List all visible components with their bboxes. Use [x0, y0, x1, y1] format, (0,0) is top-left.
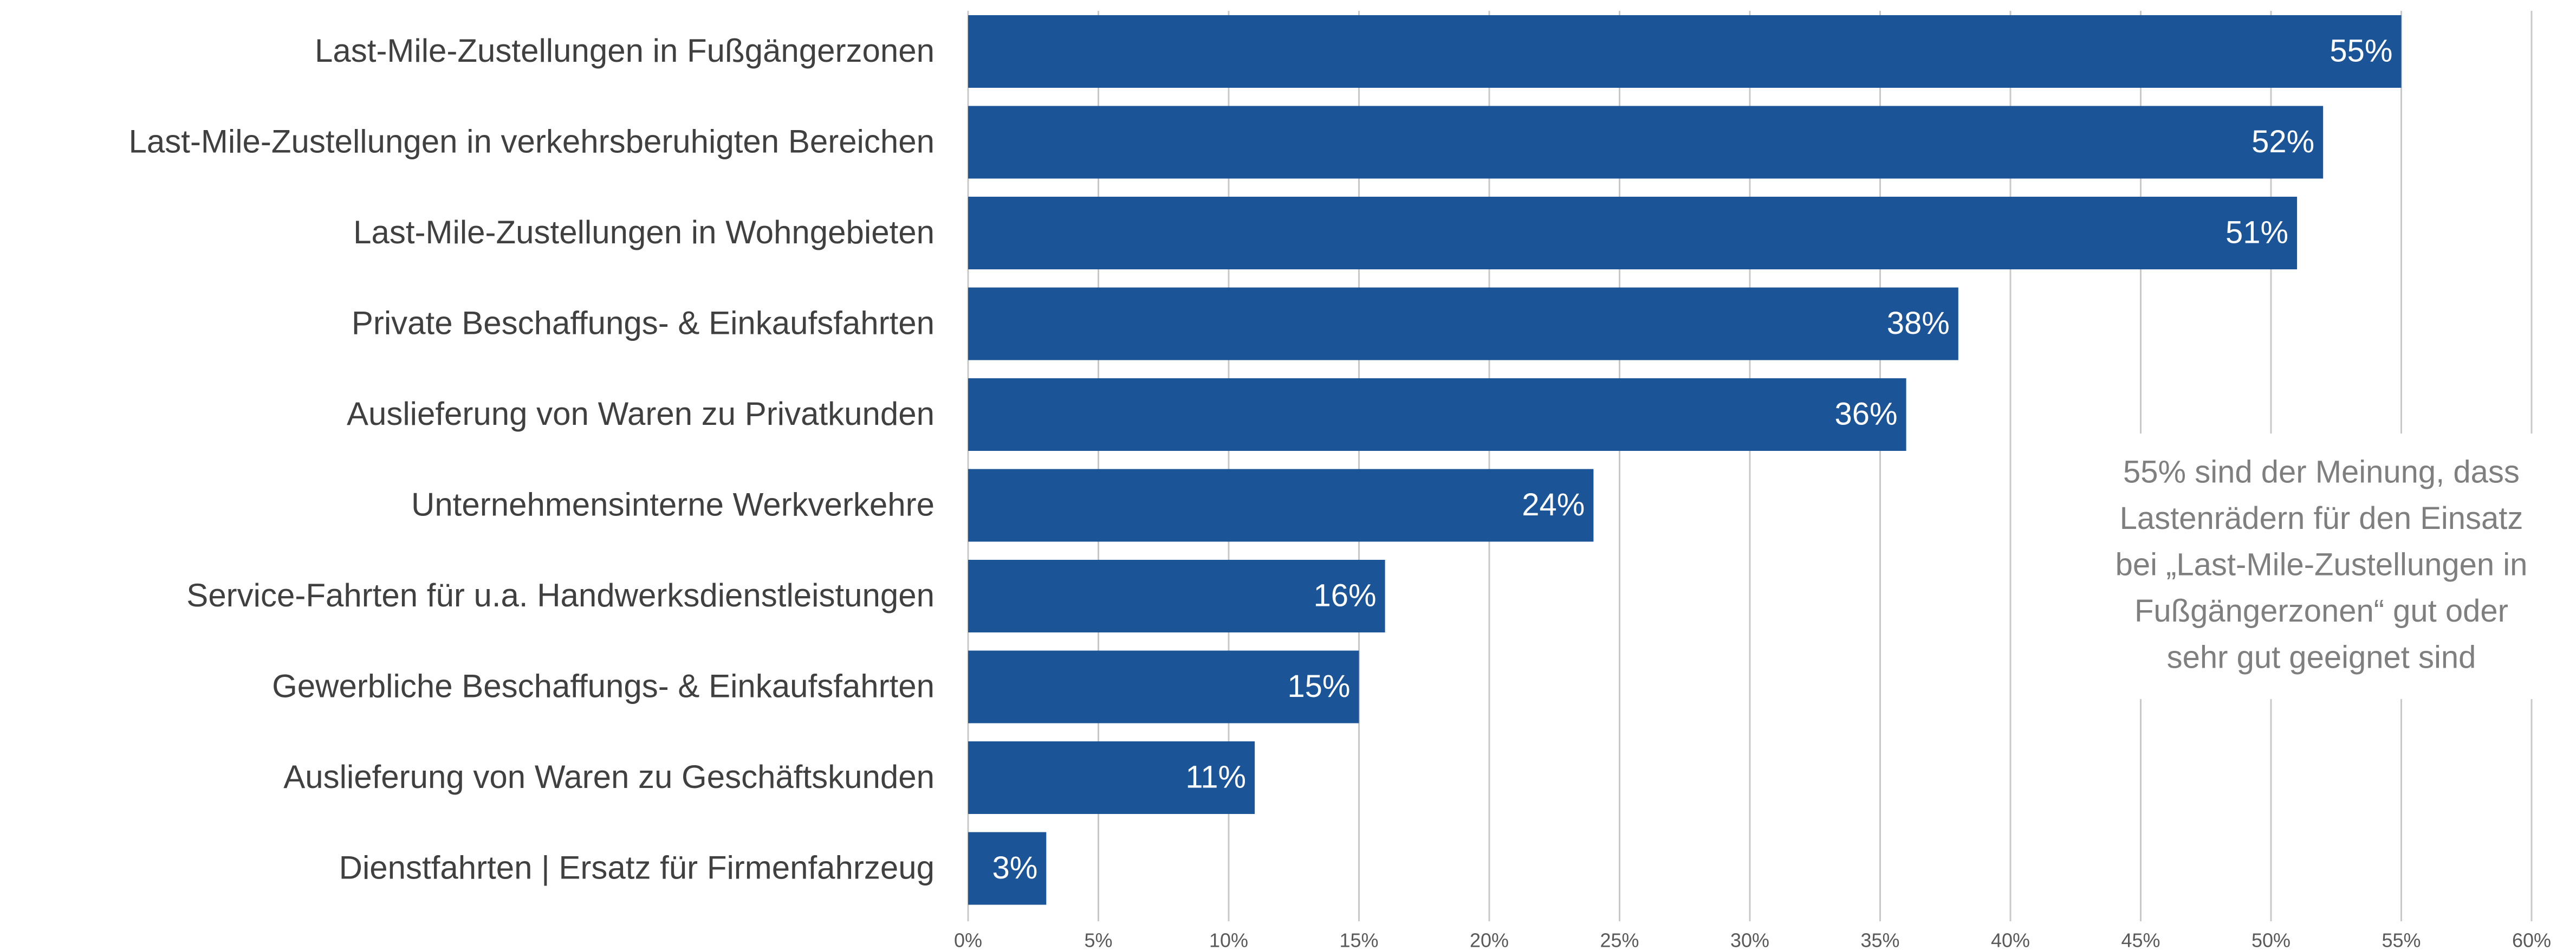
- x-tick-label: 35%: [1860, 929, 1899, 950]
- bar: [968, 106, 2324, 179]
- x-tick-label: 30%: [1730, 929, 1769, 950]
- data-label: 16%: [1314, 578, 1377, 613]
- x-tick-label: 15%: [1339, 929, 1378, 950]
- annotation-box: [2048, 434, 2576, 699]
- data-label: 11%: [1185, 759, 1246, 794]
- annotation: bei „Last-Mile-Zustellungen in: [2116, 547, 2528, 582]
- category-label: Last-Mile-Zustellungen in Fußgängerzonen: [315, 33, 935, 69]
- x-tick-label: 55%: [2382, 929, 2421, 950]
- data-label: 24%: [1522, 487, 1585, 522]
- bar: [968, 378, 1906, 451]
- bar: [968, 287, 1958, 360]
- x-tick-label: 0%: [954, 929, 982, 950]
- bar: [968, 832, 1047, 905]
- category-label: Dienstfahrten | Ersatz für Firmenfahrzeu…: [339, 849, 935, 886]
- annotation: Fußgängerzonen“ gut oder: [2134, 593, 2508, 629]
- annotation: 55% sind der Meinung, dass: [2123, 454, 2520, 489]
- x-tick-label: 20%: [1470, 929, 1509, 950]
- data-label: 15%: [1287, 669, 1350, 704]
- x-tick-label: 60%: [2512, 929, 2551, 950]
- x-tick-label: 10%: [1209, 929, 1248, 950]
- bar: [968, 650, 1359, 723]
- bar: [968, 197, 2298, 269]
- data-label: 51%: [2225, 215, 2288, 250]
- category-label: Last-Mile-Zustellungen in Wohngebieten: [353, 214, 935, 250]
- category-label: Unternehmensinterne Werkverkehre: [411, 486, 935, 522]
- bar: [968, 741, 1255, 814]
- category-label: Auslieferung von Waren zu Geschäftskunde…: [283, 759, 935, 795]
- data-label: 38%: [1887, 306, 1950, 341]
- annotation: sehr gut geeignet sind: [2167, 639, 2476, 675]
- data-label: 55%: [2330, 33, 2392, 68]
- x-tick-label: 45%: [2121, 929, 2160, 950]
- category-label: Last-Mile-Zustellungen in verkehrsberuhi…: [129, 123, 935, 159]
- bar: [968, 15, 2402, 88]
- category-label: Gewerbliche Beschaffungs- & Einkaufsfahr…: [272, 668, 935, 704]
- bar: [968, 469, 1594, 542]
- data-label: 52%: [2251, 124, 2314, 159]
- x-tick-label: 5%: [1084, 929, 1112, 950]
- data-label: 36%: [1835, 396, 1898, 431]
- data-label: 3%: [992, 850, 1037, 886]
- annotation: Lastenrädern für den Einsatz: [2120, 501, 2523, 536]
- bar: [968, 560, 1385, 632]
- category-label: Service-Fahrten für u.a. Handwerksdienst…: [186, 577, 935, 613]
- category-label: Auslieferung von Waren zu Privatkunden: [347, 396, 935, 432]
- x-tick-label: 50%: [2251, 929, 2291, 950]
- x-tick-label: 40%: [1991, 929, 2030, 950]
- category-label: Private Beschaffungs- & Einkaufsfahrten: [352, 305, 935, 341]
- x-tick-label: 25%: [1600, 929, 1639, 950]
